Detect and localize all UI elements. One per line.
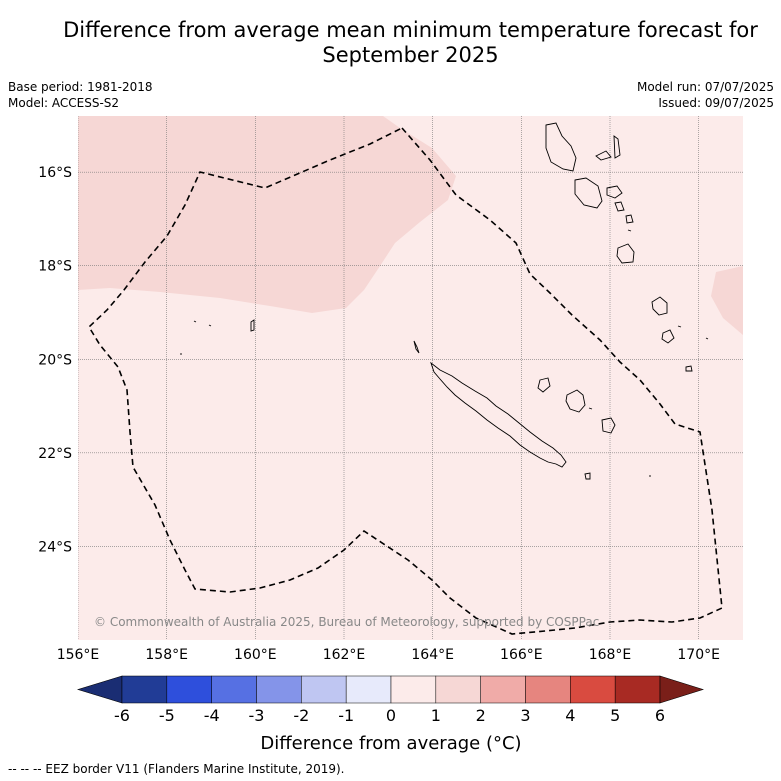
islet-c bbox=[208, 324, 212, 327]
lon-tick-label: 158°E bbox=[145, 647, 188, 663]
colorbar-over-arrow bbox=[659, 675, 705, 704]
colorbar-tick-label: 5 bbox=[610, 706, 620, 725]
colorbar-segment bbox=[480, 675, 526, 704]
latitude-labels: 16°S 18°S 20°S 22°S 24°S bbox=[38, 165, 72, 555]
colorbar-segment bbox=[570, 675, 616, 704]
title-line-2: September 2025 bbox=[322, 43, 499, 67]
colorbar-segment bbox=[211, 675, 257, 704]
copyright-text: © Commonwealth of Australia 2025, Bureau… bbox=[94, 615, 599, 629]
meta-right: Model run: 07/07/2025 Issued: 09/07/2025 bbox=[637, 79, 774, 111]
colorbar-title: Difference from average (°C) bbox=[260, 733, 521, 754]
issued-date: Issued: 09/07/2025 bbox=[658, 96, 774, 110]
ouvea-island bbox=[537, 377, 551, 393]
erromango bbox=[651, 296, 668, 316]
lat-tick-label: 24°S bbox=[38, 539, 72, 555]
islet-g bbox=[705, 337, 709, 340]
colorbar-segment bbox=[435, 675, 481, 704]
efate bbox=[616, 243, 635, 264]
footer-eez-note: -- -- -- EEZ border V11 (Flanders Marine… bbox=[8, 762, 345, 776]
colorbar-tick-label: 2 bbox=[476, 706, 486, 725]
lifou-island bbox=[565, 389, 586, 413]
colorbar-tick-label: -4 bbox=[204, 706, 220, 725]
base-period: Base period: 1981-2018 bbox=[8, 80, 153, 94]
colorbar-tick-label: 6 bbox=[655, 706, 665, 725]
lat-tick-label: 18°S bbox=[38, 259, 72, 275]
espiritu-santo bbox=[545, 122, 577, 172]
model-run: Model run: 07/07/2025 bbox=[636, 80, 774, 94]
maewo bbox=[613, 135, 621, 159]
lon-tick-label: 164°E bbox=[411, 647, 454, 663]
colorbar: -6 -5 -4 -3 -2 -1 0 1 2 3 4 5 6 bbox=[76, 675, 705, 725]
lon-tick-label: 170°E bbox=[677, 647, 720, 663]
colorbar-tick-label: -2 bbox=[293, 706, 309, 725]
lon-tick-label: 160°E bbox=[234, 647, 277, 663]
malekula bbox=[574, 177, 603, 209]
anomaly-region-1-2-east bbox=[711, 266, 743, 335]
colorbar-tick-label: 0 bbox=[386, 706, 396, 725]
lat-tick-label: 16°S bbox=[38, 165, 72, 181]
mare-island bbox=[601, 417, 616, 434]
colorbar-tick-label: 3 bbox=[520, 706, 530, 725]
colorbar-segment bbox=[345, 675, 392, 704]
colorbar-segment bbox=[121, 675, 168, 704]
ambae bbox=[595, 150, 612, 161]
lon-tick-label: 156°E bbox=[57, 647, 100, 663]
isle-of-pines bbox=[584, 472, 591, 480]
longitude-labels: 156°E 158°E 160°E 162°E 164°E 166°E 168°E 170°E bbox=[57, 647, 720, 663]
colorbar-tick-label: -5 bbox=[159, 706, 175, 725]
epi bbox=[614, 201, 625, 212]
lon-tick-label: 168°E bbox=[589, 647, 632, 663]
colorbar-segment bbox=[525, 675, 571, 704]
new-caledonia-coastline bbox=[430, 361, 567, 468]
colorbar-segment bbox=[256, 675, 302, 704]
pentecost bbox=[606, 185, 623, 199]
islet-a bbox=[250, 319, 255, 332]
coastlines bbox=[180, 122, 709, 480]
shepherd-islands bbox=[625, 214, 634, 224]
colorbar-segment bbox=[614, 675, 661, 704]
colorbar-under-arrow bbox=[76, 675, 123, 704]
chart-title: Difference from average mean minimum tem… bbox=[0, 18, 781, 68]
islet-b bbox=[193, 320, 197, 323]
colorbar-tick-label: 4 bbox=[565, 706, 575, 725]
lon-tick-label: 166°E bbox=[500, 647, 543, 663]
colorbar-tick-label: 1 bbox=[431, 706, 441, 725]
graticule bbox=[78, 116, 743, 640]
colorbar-segment bbox=[390, 675, 437, 704]
belep-islands bbox=[413, 340, 420, 354]
lon-tick-label: 162°E bbox=[323, 647, 366, 663]
eez-border bbox=[87, 127, 723, 635]
colorbar-segment bbox=[166, 675, 212, 704]
islet-h bbox=[588, 407, 593, 410]
meta-left: Base period: 1981-2018 Model: ACCESS-S2 bbox=[8, 79, 153, 111]
colorbar-tick-label: -3 bbox=[249, 706, 265, 725]
anomaly-region-1-2-north bbox=[78, 116, 456, 313]
islet-i bbox=[627, 229, 632, 232]
tanna bbox=[661, 329, 675, 344]
model-name: Model: ACCESS-S2 bbox=[8, 96, 120, 110]
islet-f bbox=[677, 325, 682, 328]
lat-tick-label: 22°S bbox=[38, 446, 72, 462]
colorbar-tick-label: -1 bbox=[338, 706, 354, 725]
lat-tick-label: 20°S bbox=[38, 352, 72, 368]
aneityum bbox=[685, 365, 693, 372]
title-line-1: Difference from average mean minimum tem… bbox=[63, 18, 758, 42]
colorbar-tick-label: -6 bbox=[114, 706, 130, 725]
colorbar-segment bbox=[301, 675, 347, 704]
map-area: © Commonwealth of Australia 2025, Bureau… bbox=[78, 116, 743, 640]
